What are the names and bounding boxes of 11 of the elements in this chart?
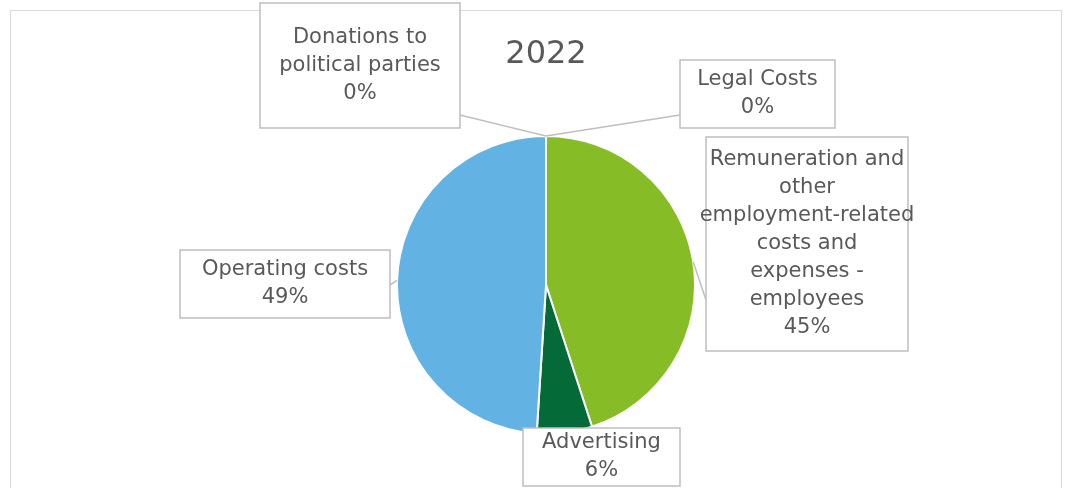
text: 0%	[740, 94, 775, 119]
category-label: Donations to political parties	[279, 23, 441, 76]
chart-title: 2022	[505, 33, 587, 72]
slice-label: Remuneration and other employment-related costs and expenses - employees	[699, 146, 915, 311]
slice-label: Operating costs	[201, 256, 369, 281]
data-label: 49%	[261, 284, 309, 309]
data-label: 6%	[584, 457, 619, 482]
category-label: Legal Costs	[697, 66, 818, 91]
text: 0%	[343, 79, 377, 104]
data-label: 45%	[783, 314, 831, 339]
slice-label: Advertising	[542, 429, 661, 454]
